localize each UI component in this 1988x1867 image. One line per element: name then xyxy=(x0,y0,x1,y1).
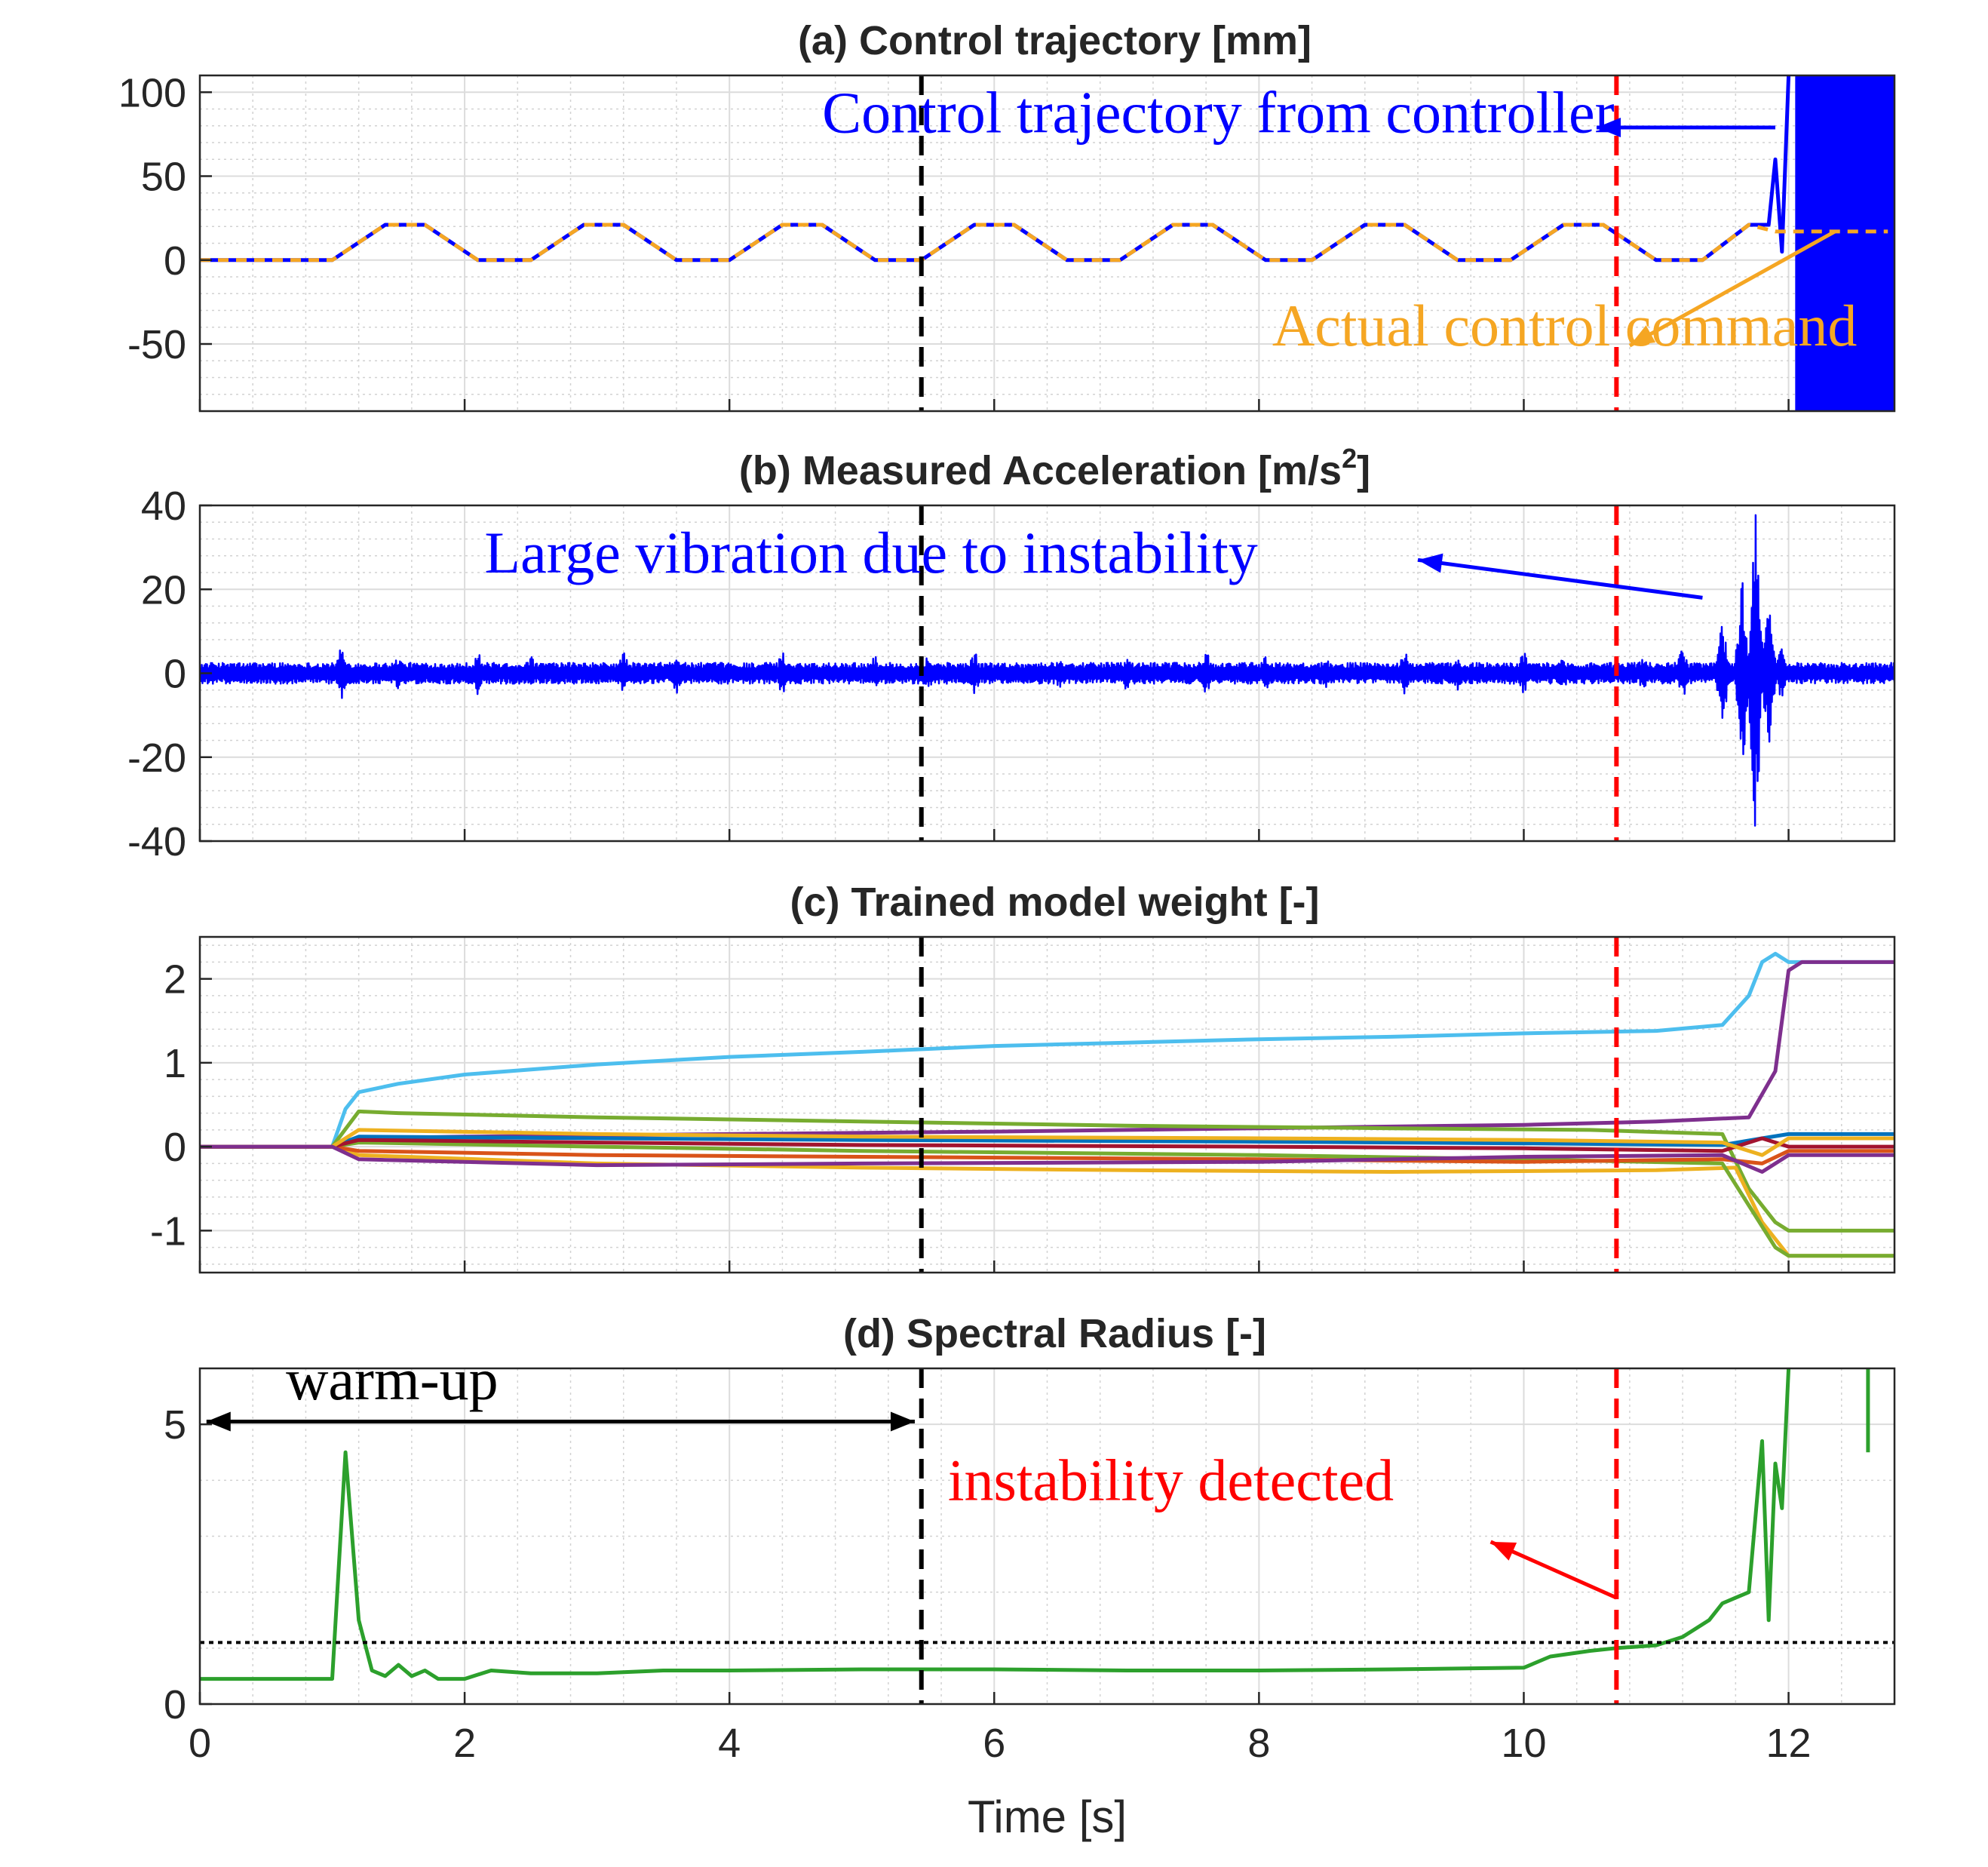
y-tick-label: 0 xyxy=(164,1125,186,1170)
axes-box xyxy=(198,74,1896,413)
y-tick-label: 2 xyxy=(164,957,186,1003)
x-tick-label: 2 xyxy=(453,1721,476,1766)
series-line xyxy=(200,1132,1894,1149)
annotation: instability detected xyxy=(948,1447,1618,1600)
panel-d: 0 5 0 2 4 6 8 10 12 (d) Spectral Radius [-] Time [… xyxy=(164,1311,1896,1842)
annotation-arrow-head xyxy=(206,1411,231,1432)
grid xyxy=(199,1368,1895,1705)
x-tick-label: 8 xyxy=(1247,1721,1270,1766)
x-tick-label: 4 xyxy=(718,1721,741,1766)
panel-title: (a) Control trajectory [mm] xyxy=(798,18,1312,63)
y-tick-label: -50 xyxy=(127,322,186,367)
series-line xyxy=(200,1144,1894,1258)
grid xyxy=(199,937,1895,1273)
y-tick-label: 100 xyxy=(118,70,186,115)
annotation-arrow-head xyxy=(1418,553,1443,573)
annotation: Actual control command xyxy=(1272,229,1857,358)
title-text: (a) Control trajectory [mm] xyxy=(798,18,1312,63)
panel-b: -40 -20 0 20 40 (b) Measured Acceleration [m/… xyxy=(127,443,1896,864)
annotation-arrow-head xyxy=(1490,1541,1517,1561)
series-line xyxy=(200,1144,1894,1174)
annotation-text: Actual control command xyxy=(1272,293,1857,358)
y-tick-label: 0 xyxy=(164,652,186,697)
series-line xyxy=(200,1144,1894,1165)
x-tick-label: 12 xyxy=(1766,1721,1812,1766)
plot-area xyxy=(200,1368,1894,1681)
title-end: ] xyxy=(1357,448,1370,493)
series-line xyxy=(200,1141,1894,1258)
series-line xyxy=(200,951,1894,1149)
panel-a: -50 0 50 100 (a) Control trajectory [mm] Cont… xyxy=(118,18,1896,413)
annotation: Large vibration due to instability xyxy=(484,520,1703,600)
plot-area xyxy=(200,951,1894,1258)
panel-c: -1 0 1 2 (c) Trained model weight [-] xyxy=(150,880,1896,1274)
annotation: warm-up xyxy=(206,1347,915,1432)
annotation-text: Large vibration due to instability xyxy=(484,520,1257,585)
title-text: (c) Trained model weight [-] xyxy=(790,880,1319,925)
annotation-text: Control trajectory from controller xyxy=(822,80,1615,146)
y-tick-label: -1 xyxy=(150,1208,186,1254)
title-text: (d) Spectral Radius [-] xyxy=(843,1311,1266,1356)
annotation: Control trajectory from controller xyxy=(822,80,1776,146)
series-line xyxy=(200,223,1888,263)
title-text: (b) Measured Acceleration [m/s xyxy=(739,448,1342,493)
x-axis-label: Time [s] xyxy=(968,1792,1127,1842)
annotation-arrow-shaft xyxy=(1628,229,1836,348)
y-tick-label: 1 xyxy=(164,1041,186,1086)
plot-area xyxy=(200,514,1894,827)
annotation-arrow-shaft xyxy=(1417,557,1703,600)
panel-title: (d) Spectral Radius [-] xyxy=(843,1311,1266,1356)
y-tick-label: -40 xyxy=(127,819,186,864)
series-line xyxy=(200,1128,1894,1157)
axes-box xyxy=(198,935,1896,1274)
axes-box xyxy=(198,1367,1896,1706)
title-superscript: 2 xyxy=(1342,443,1357,474)
panel-title: (b) Measured Acceleration [m/s2] xyxy=(739,443,1370,493)
x-tick-label: 0 xyxy=(189,1721,211,1766)
annotation-arrow-head xyxy=(890,1411,915,1432)
x-tick-label: 10 xyxy=(1501,1721,1546,1766)
y-tick-label: -20 xyxy=(127,735,186,781)
x-tick-label: 6 xyxy=(983,1721,1005,1766)
panel-title: (c) Trained model weight [-] xyxy=(790,880,1319,925)
y-tick-label: 20 xyxy=(141,567,186,613)
y-tick-label: 40 xyxy=(141,484,186,529)
series-line xyxy=(200,1136,1894,1153)
y-tick-label: 0 xyxy=(164,1682,186,1727)
series-line xyxy=(200,1368,1791,1681)
y-tick-label: 5 xyxy=(164,1402,186,1448)
annotation-arrow-head xyxy=(1597,117,1621,137)
y-tick-label: 0 xyxy=(164,238,186,284)
series-line xyxy=(200,514,1894,827)
series-line xyxy=(200,1109,1894,1233)
annotation-text: instability detected xyxy=(948,1447,1394,1512)
annotation-arrow-head xyxy=(1629,325,1656,346)
y-tick-label: 50 xyxy=(141,155,186,200)
annotation-text: warm-up xyxy=(286,1347,499,1412)
